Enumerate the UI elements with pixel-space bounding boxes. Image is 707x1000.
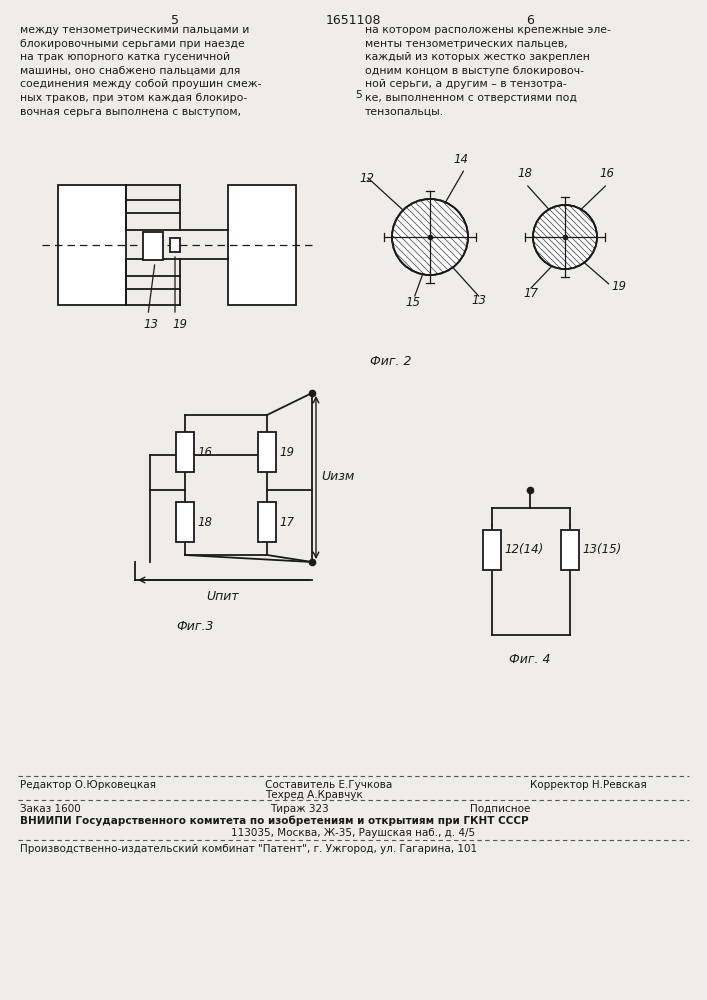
Text: 5: 5: [355, 90, 362, 100]
Text: 19: 19: [612, 280, 626, 293]
Text: 13: 13: [143, 318, 158, 331]
Text: Фиг. 2: Фиг. 2: [370, 355, 411, 368]
Text: 6: 6: [526, 14, 534, 27]
Text: Фиг.3: Фиг.3: [176, 620, 214, 633]
Bar: [258, 502, 276, 542]
Text: Заказ 1600: Заказ 1600: [20, 804, 81, 814]
Bar: [176, 502, 194, 542]
Circle shape: [533, 205, 597, 269]
Text: 16: 16: [600, 167, 615, 180]
Text: Корректор Н.Ревская: Корректор Н.Ревская: [530, 780, 647, 790]
Text: на котором расположены крепежные эле-
менты тензометрических пальцев,
каждый из : на котором расположены крепежные эле- ме…: [365, 25, 611, 117]
Text: 18: 18: [518, 167, 532, 180]
Text: 18: 18: [197, 516, 212, 528]
Text: 14: 14: [454, 153, 469, 166]
Text: Тираж 323: Тираж 323: [270, 804, 329, 814]
Text: 13: 13: [471, 294, 486, 307]
Bar: [58, 185, 126, 305]
Text: 12(14): 12(14): [504, 544, 543, 556]
Text: 17: 17: [523, 287, 539, 300]
Bar: [143, 232, 163, 260]
Text: ВНИИПИ Государственного комитета по изобретениям и открытиям при ГКНТ СССР: ВНИИПИ Государственного комитета по изоб…: [20, 816, 529, 826]
Bar: [561, 530, 579, 570]
Bar: [258, 432, 276, 472]
Bar: [170, 238, 180, 252]
Text: 17: 17: [279, 516, 294, 528]
Text: Uпит: Uпит: [206, 590, 239, 603]
Text: Производственно-издательский комбинат "Патент", г. Ужгород, ул. Гагарина, 101: Производственно-издательский комбинат "П…: [20, 844, 477, 854]
Text: Uизм: Uизм: [321, 471, 354, 484]
Text: Фиг. 4: Фиг. 4: [509, 653, 551, 666]
Circle shape: [392, 199, 468, 275]
Bar: [176, 432, 194, 472]
Text: 13(15): 13(15): [582, 544, 621, 556]
Text: Подписное: Подписное: [470, 804, 530, 814]
Text: 19: 19: [172, 318, 187, 331]
Bar: [228, 185, 296, 305]
Text: 15: 15: [405, 296, 420, 309]
Text: 5: 5: [171, 14, 179, 27]
Text: 113035, Москва, Ж-35, Раушская наб., д. 4/5: 113035, Москва, Ж-35, Раушская наб., д. …: [231, 828, 475, 838]
Text: 12: 12: [359, 172, 374, 184]
Text: 16: 16: [197, 446, 212, 458]
Text: 19: 19: [279, 446, 294, 458]
Text: Составитель Е.Гучкова: Составитель Е.Гучкова: [265, 780, 392, 790]
Text: между тензометрическими пальцами и
блокировочными серьгами при наезде
на трак юп: между тензометрическими пальцами и блоки…: [20, 25, 262, 117]
Text: 1651108: 1651108: [325, 14, 381, 27]
Text: Техред А.Кравчук: Техред А.Кравчук: [265, 790, 363, 800]
Bar: [483, 530, 501, 570]
Text: Редактор О.Юрковецкая: Редактор О.Юрковецкая: [20, 780, 156, 790]
